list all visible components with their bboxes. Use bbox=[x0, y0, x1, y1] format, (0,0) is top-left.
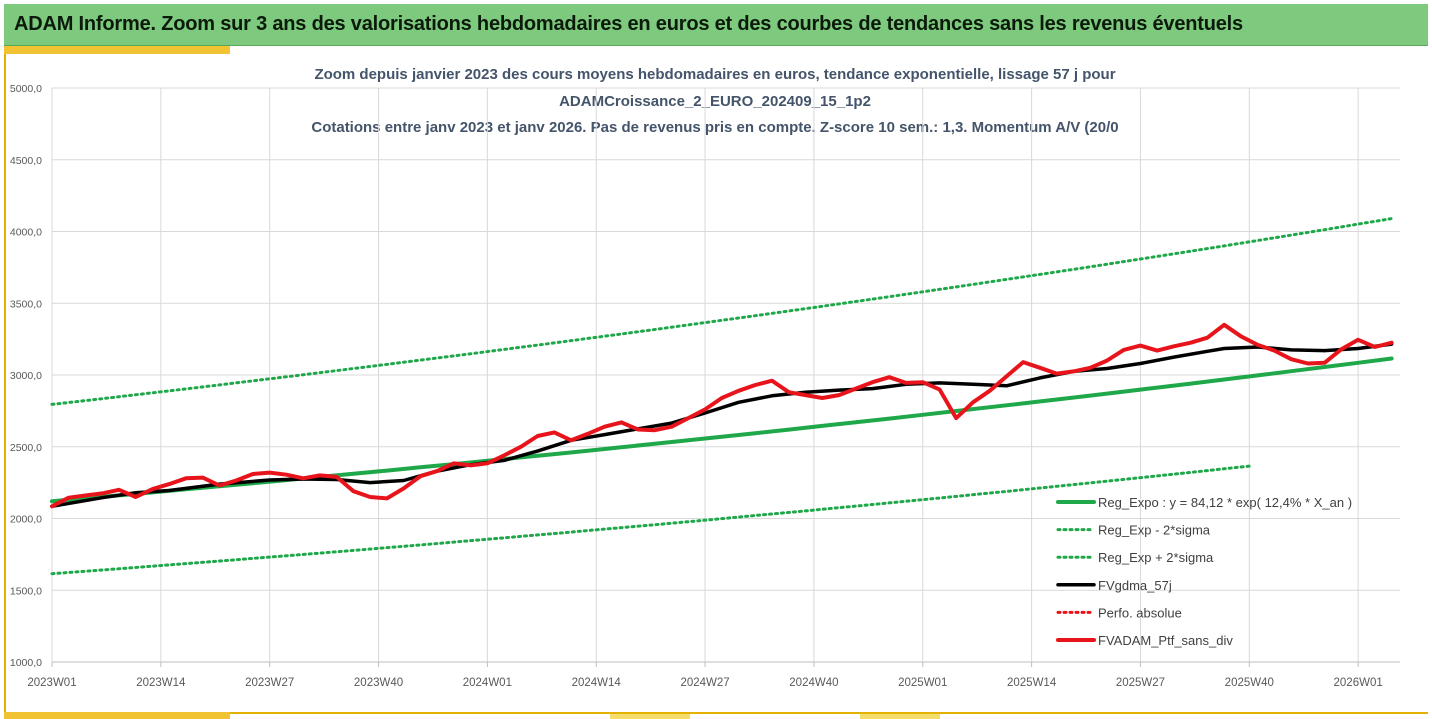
y-tick-label: 2500,0 bbox=[10, 442, 42, 454]
x-tick-label: 2026W01 bbox=[1334, 677, 1383, 689]
legend-label: FVgdma_57j bbox=[1098, 578, 1172, 593]
x-tick-label: 2025W40 bbox=[1225, 677, 1274, 689]
x-tick-label: 2025W27 bbox=[1116, 677, 1165, 689]
y-tick-label: 2000,0 bbox=[10, 514, 42, 526]
chart-frame bbox=[4, 46, 1428, 714]
x-tick-label: 2025W14 bbox=[1007, 677, 1057, 689]
legend-label: FVADAM_Ptf_sans_div bbox=[1098, 633, 1233, 648]
y-tick-label: 3000,0 bbox=[10, 370, 42, 382]
chart-title-line-2: ADAMCroissance_2_EURO_202409_15_1p2 bbox=[559, 93, 871, 110]
x-tick-label: 2024W14 bbox=[572, 677, 622, 689]
y-tick-label: 1000,0 bbox=[10, 657, 42, 669]
chart-title-line-1: Zoom depuis janvier 2023 des cours moyen… bbox=[314, 66, 1116, 83]
x-tick-label: 2024W40 bbox=[789, 677, 838, 689]
bottom-accent bbox=[860, 714, 940, 719]
bottom-accent bbox=[610, 714, 690, 719]
x-tick-label: 2023W40 bbox=[354, 677, 403, 689]
y-tick-label: 4500,0 bbox=[10, 155, 42, 167]
reg-exp-minus-2sigma-line bbox=[50, 464, 1251, 576]
x-tick-label: 2024W27 bbox=[680, 677, 729, 689]
frame-corner-accent bbox=[4, 46, 230, 54]
bottom-accent bbox=[4, 712, 230, 719]
x-tick-label: 2025W01 bbox=[898, 677, 947, 689]
x-tick-label: 2023W01 bbox=[27, 677, 76, 689]
y-tick-label: 4000,0 bbox=[10, 227, 42, 239]
y-tick-label: 5000,0 bbox=[10, 83, 42, 95]
chart-title-line-3: Cotations entre janv 2023 et janv 2026. … bbox=[311, 119, 1119, 136]
x-tick-label: 2024W01 bbox=[463, 677, 512, 689]
report-title: ADAM Informe. Zoom sur 3 ans des valoris… bbox=[14, 13, 1243, 35]
legend-label: Reg_Expo : y = 84,12 * exp( 12,4% * X_an… bbox=[1098, 495, 1352, 510]
x-tick-label: 2023W14 bbox=[136, 677, 186, 689]
report-banner: ADAM Informe. Zoom sur 3 ans des valoris… bbox=[4, 4, 1428, 46]
x-tick-label: 2023W27 bbox=[245, 677, 294, 689]
legend-label: Perfo. absolue bbox=[1098, 605, 1182, 620]
fvgdma-57j-line bbox=[50, 342, 1394, 509]
reg-exp-plus-2sigma-line bbox=[50, 217, 1394, 406]
legend-label: Reg_Exp - 2*sigma bbox=[1098, 523, 1211, 538]
y-tick-label: 3500,0 bbox=[10, 298, 42, 310]
fvadam-ptf-line bbox=[50, 322, 1394, 509]
legend-label: Reg_Exp + 2*sigma bbox=[1098, 550, 1214, 565]
y-tick-label: 1500,0 bbox=[10, 585, 42, 597]
